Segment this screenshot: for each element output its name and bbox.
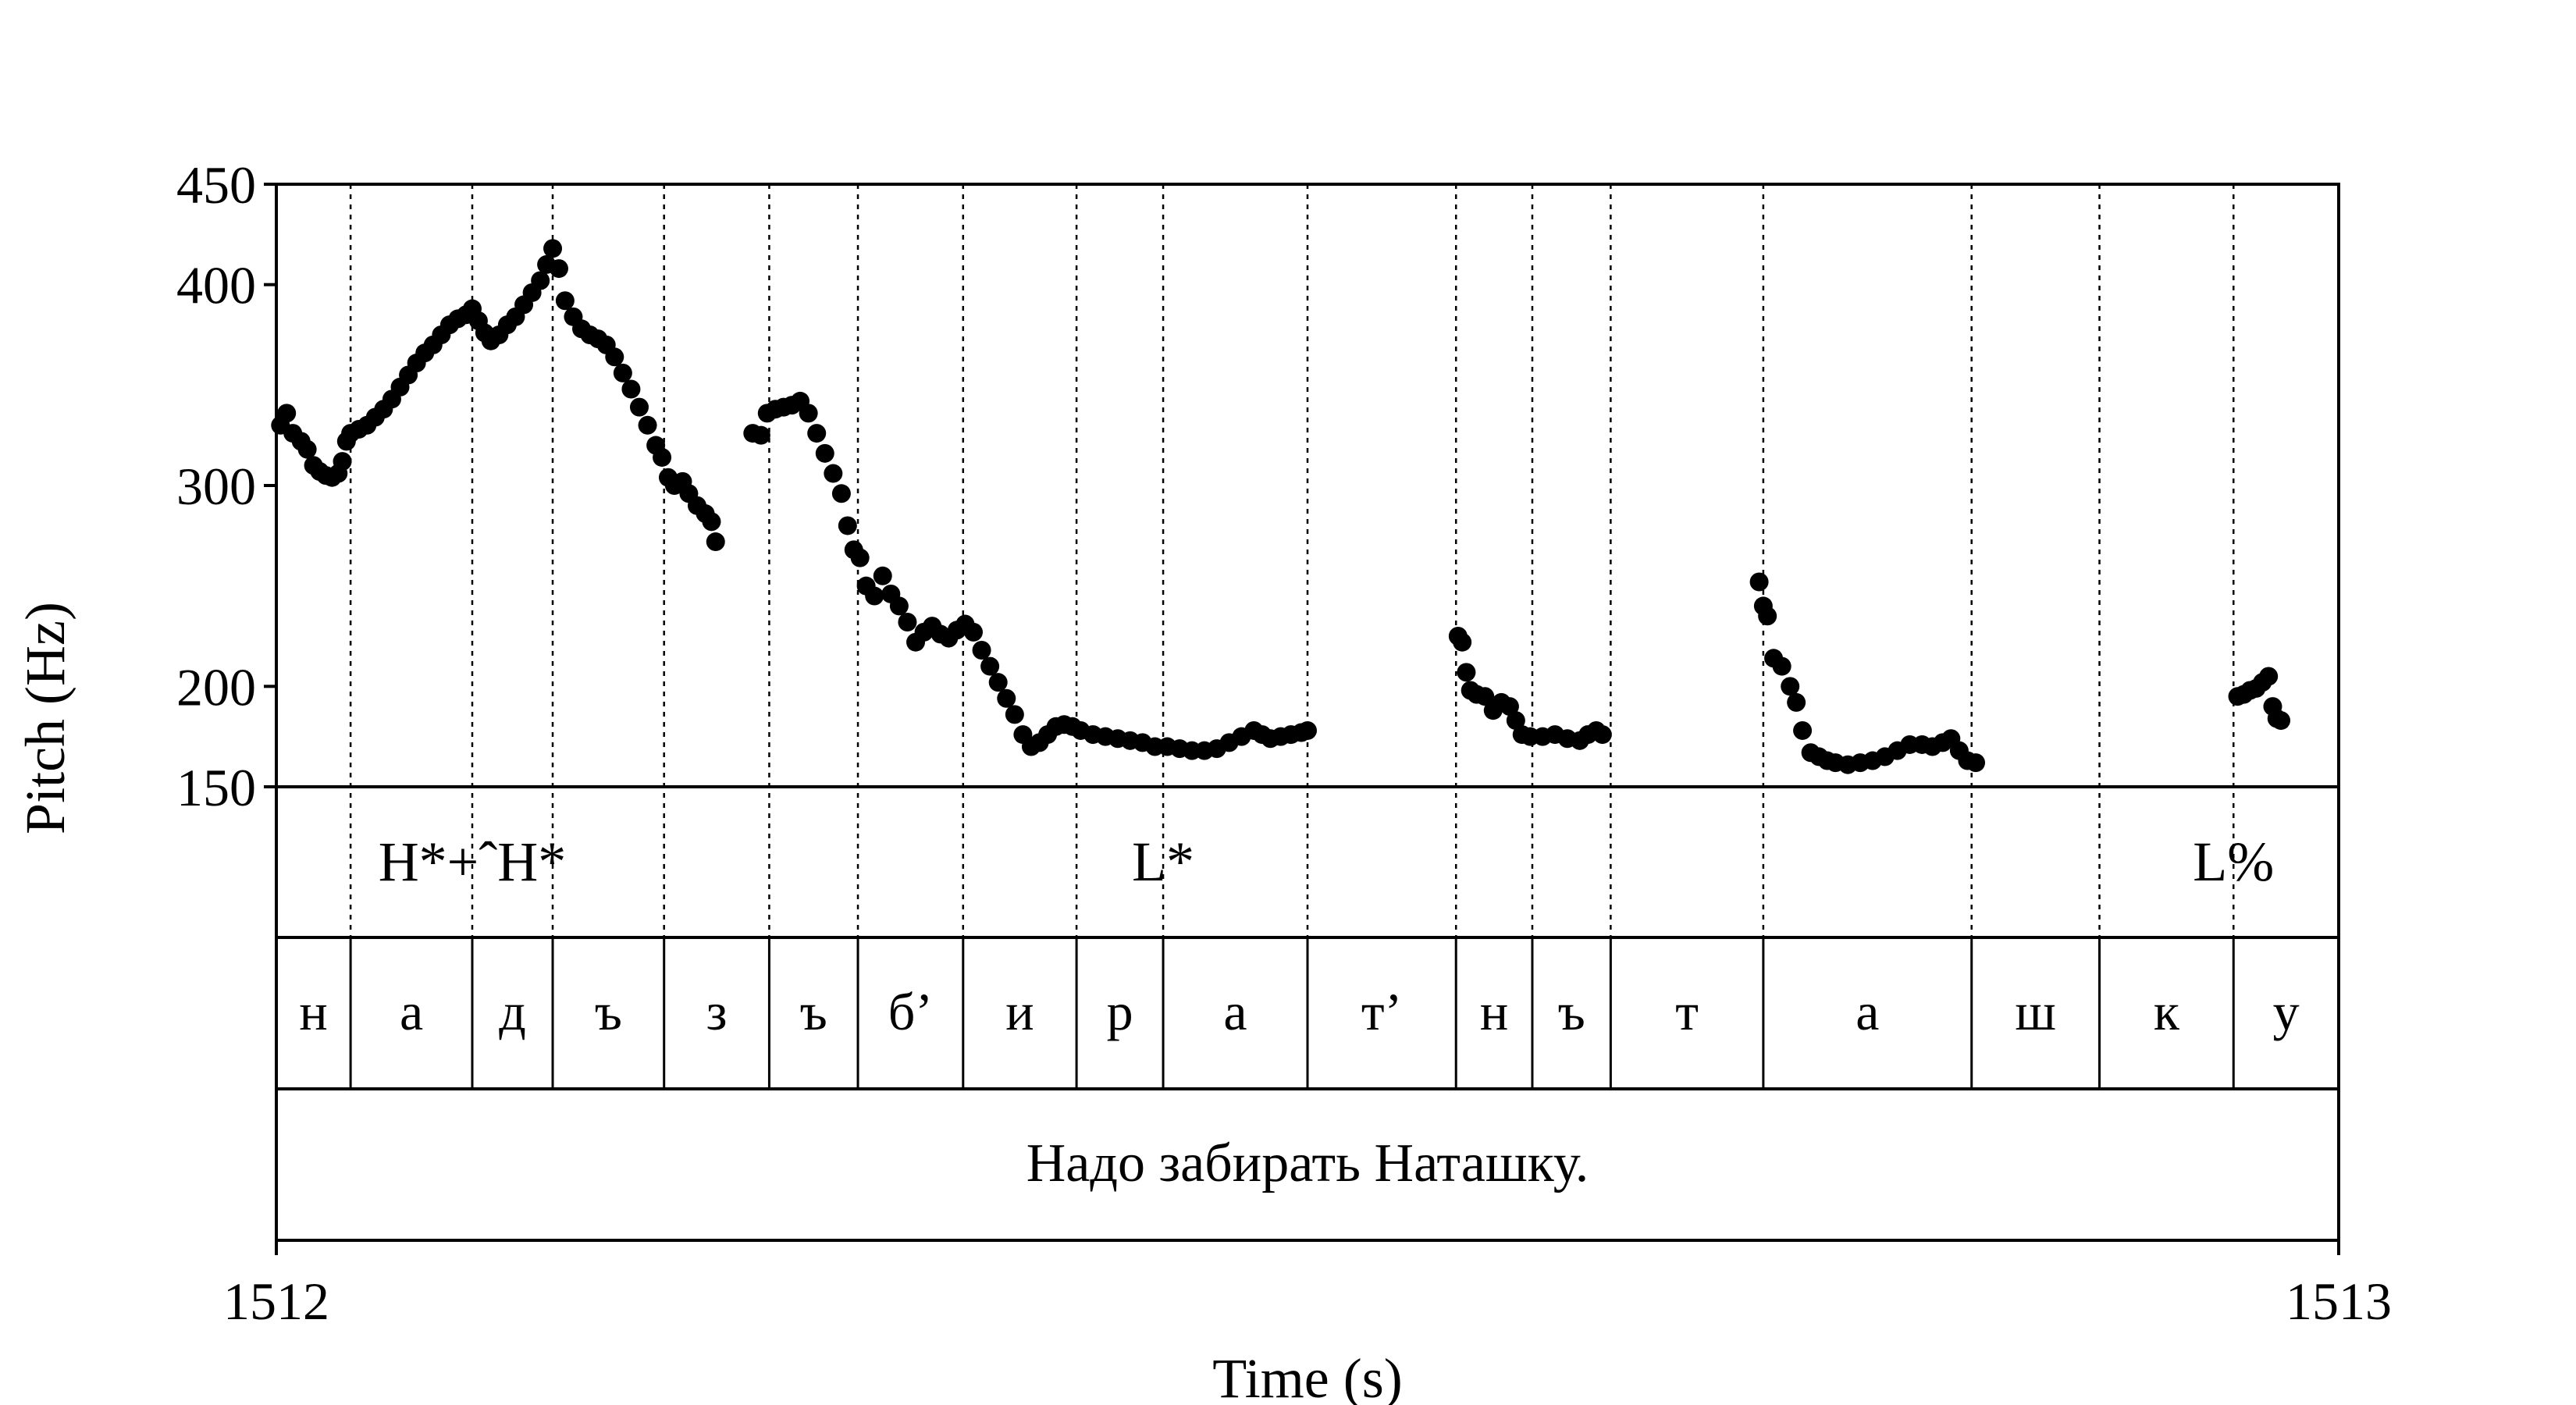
segment-label: н (1480, 982, 1508, 1041)
pitch-point (831, 484, 851, 503)
pitch-point (815, 443, 834, 463)
pitch-point (997, 688, 1016, 708)
pitch-point (1966, 753, 1986, 773)
pitch-point (1772, 656, 1791, 676)
y-tick-label: 400 (176, 256, 256, 315)
pitch-point (988, 673, 1008, 692)
pitch-point (277, 404, 297, 423)
segment-label: ъ (1558, 982, 1585, 1041)
pitch-point (898, 612, 917, 631)
pitch-point (629, 397, 649, 417)
sentence-label: Надо забирать Наташку. (1026, 1133, 1589, 1193)
segment-label: д (499, 982, 526, 1041)
segment-tier: н а д ъ з ъ б’ и р а т’ н ъ т а ш к у (299, 982, 2299, 1041)
x-axis-title: Time (s) (1212, 1347, 1402, 1405)
segment-label: р (1107, 982, 1133, 1041)
pitch-point (1787, 692, 1806, 712)
segment-label: а (400, 982, 423, 1041)
boundary-lines (349, 184, 2235, 1089)
pitch-point (702, 512, 721, 532)
pitch-point (543, 239, 563, 258)
segment-label: ъ (800, 982, 827, 1041)
pitch-point (807, 424, 827, 443)
segment-label: н (299, 982, 327, 1041)
pitch-track (271, 239, 2291, 774)
pitch-point (1506, 711, 1525, 731)
pitch-point (555, 291, 575, 311)
tone-label: H*+ˆH* (379, 831, 567, 893)
pitch-point (972, 641, 991, 660)
pitch-point (963, 622, 983, 642)
pitch-point (1793, 720, 1813, 740)
segment-label: з (706, 982, 728, 1041)
tone-label: L* (1132, 831, 1194, 893)
pitch-point (638, 415, 657, 435)
pitch-point (1749, 572, 1769, 592)
pitch-point (706, 532, 725, 552)
x-tick-label: 1513 (2286, 1272, 2392, 1331)
tone-label: L% (2193, 831, 2274, 893)
y-tick-label: 200 (176, 657, 256, 717)
pitch-point (1475, 687, 1495, 706)
segment-label: у (2273, 982, 2300, 1041)
pitch-point (980, 656, 1000, 676)
sentence-tier-frame (275, 1087, 2340, 1242)
pitch-point (838, 516, 857, 535)
pitch-point (1758, 606, 1777, 626)
segment-label: а (1223, 982, 1247, 1041)
segment-label: к (2154, 982, 2180, 1041)
pitch-point (1453, 632, 1472, 652)
pitch-point (2259, 667, 2279, 686)
segment-label: б’ (888, 982, 933, 1041)
y-tick-label: 450 (176, 155, 256, 215)
pitch-point (873, 566, 892, 585)
pitch-point (297, 439, 317, 459)
pitch-point (850, 548, 870, 567)
pitch-point (333, 452, 352, 471)
y-tick-label: 300 (176, 457, 256, 516)
x-tick-label: 1512 (223, 1272, 329, 1331)
pitch-point (1298, 720, 1317, 740)
segment-label: ш (2015, 982, 2055, 1041)
pitch-point (613, 363, 632, 382)
pitch-point (865, 586, 884, 606)
pitch-point (799, 404, 818, 423)
pitch-point (549, 259, 568, 279)
y-axis-title: Pitch (Hz) (14, 602, 76, 834)
pitch-point (1592, 725, 1612, 745)
pitch-point (2272, 711, 2291, 731)
y-axis: 150 200 300 400 450 (176, 155, 276, 817)
tone-tier: H*+ˆH* L* L% (379, 831, 2275, 893)
segment-label: и (1005, 982, 1034, 1041)
pitch-point (889, 596, 909, 616)
x-axis: 1512 1513 (223, 1240, 2392, 1331)
pitch-point (653, 447, 672, 467)
pitch-point (531, 271, 550, 290)
pitch-point (1781, 677, 1800, 696)
y-tick-label: 150 (176, 758, 256, 817)
segment-label: т (1675, 982, 1699, 1041)
pitch-point (621, 379, 641, 399)
pitch-point (1457, 663, 1476, 682)
pitch-point (605, 347, 624, 367)
segment-label: т’ (1361, 982, 1402, 1041)
segment-label: ъ (595, 982, 622, 1041)
pitch-point (1005, 705, 1024, 724)
pitch-point (1500, 697, 1519, 717)
pitch-point (751, 425, 770, 445)
pitch-point (824, 464, 843, 483)
segment-label: а (1856, 982, 1879, 1041)
pitch-plot-frame (275, 183, 2340, 788)
